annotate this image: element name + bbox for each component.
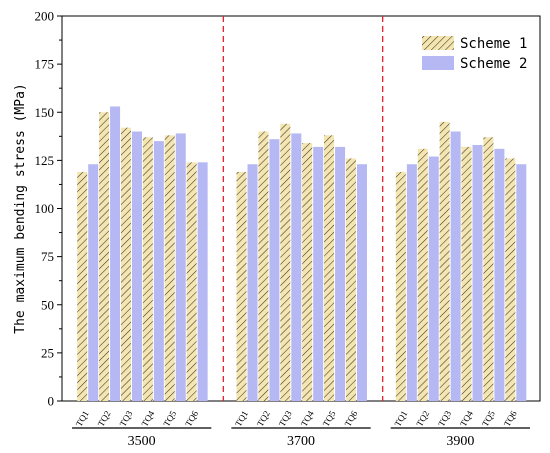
y-tick-label: 175 xyxy=(35,57,55,72)
category-label: TQ6 xyxy=(183,409,200,429)
category-label: TQ1 xyxy=(233,409,250,428)
bar-scheme2-3700-TQ1 xyxy=(247,164,258,401)
bar-scheme1-3700-TQ3 xyxy=(280,123,291,402)
bar-scheme1-3500-TQ4 xyxy=(142,137,153,401)
category-label: TQ2 xyxy=(255,409,272,428)
category-label: TQ4 xyxy=(458,409,475,429)
bar-scheme2-3700-TQ3 xyxy=(291,133,302,402)
category-label: TQ3 xyxy=(118,409,135,429)
bar-scheme2-3700-TQ2 xyxy=(269,139,280,401)
bar-scheme2-3900-TQ2 xyxy=(428,156,439,401)
bar-scheme1-3700-TQ4 xyxy=(302,143,313,402)
bar-scheme2-3900-TQ6 xyxy=(516,164,527,401)
category-label: TQ2 xyxy=(96,409,113,428)
bar-scheme2-3900-TQ1 xyxy=(406,164,417,401)
bar-scheme1-3500-TQ2 xyxy=(99,112,110,401)
y-tick-label: 100 xyxy=(35,201,55,216)
y-axis-title: The maximum bending stress (MPa) xyxy=(13,83,28,333)
y-tick-label: 200 xyxy=(35,9,55,24)
y-tick-label: 0 xyxy=(48,394,55,409)
bar-scheme1-3700-TQ2 xyxy=(258,131,269,401)
y-tick-label: 25 xyxy=(41,345,54,360)
bar-scheme1-3900-TQ4 xyxy=(461,146,472,401)
category-label: TQ5 xyxy=(161,409,178,429)
group-label-3700: 3700 xyxy=(287,434,315,449)
y-tick-label: 125 xyxy=(35,153,55,168)
category-label: TQ2 xyxy=(414,409,431,428)
bar-scheme1-3500-TQ1 xyxy=(77,171,88,401)
bar-scheme2-3700-TQ6 xyxy=(356,164,367,401)
category-label: TQ1 xyxy=(392,409,409,428)
legend-swatch-scheme2 xyxy=(422,56,454,70)
category-label: TQ1 xyxy=(74,409,91,428)
bar-scheme1-3500-TQ3 xyxy=(120,127,131,402)
bar-scheme2-3500-TQ4 xyxy=(153,141,164,401)
group-label-3900: 3900 xyxy=(446,434,474,449)
bar-scheme1-3700-TQ5 xyxy=(324,135,335,401)
group-label-3500: 3500 xyxy=(128,434,156,449)
bar-scheme2-3700-TQ5 xyxy=(335,146,346,401)
bar-scheme1-3500-TQ5 xyxy=(164,135,175,401)
category-label: TQ5 xyxy=(480,409,497,429)
y-tick-label: 50 xyxy=(41,297,54,312)
y-tick-label: 75 xyxy=(41,249,54,264)
bar-scheme2-3900-TQ4 xyxy=(472,144,483,401)
bar-scheme2-3500-TQ1 xyxy=(88,164,99,401)
bar-scheme1-3700-TQ6 xyxy=(345,158,356,401)
bar-scheme2-3700-TQ4 xyxy=(313,146,324,401)
bar-scheme1-3900-TQ2 xyxy=(417,148,428,401)
legend-swatch-scheme1 xyxy=(422,36,454,50)
bar-scheme1-3900-TQ6 xyxy=(505,158,516,401)
bar-scheme2-3900-TQ3 xyxy=(450,131,461,401)
category-label: TQ4 xyxy=(299,409,316,429)
category-label: TQ6 xyxy=(502,409,519,429)
category-label: TQ3 xyxy=(277,409,294,429)
bar-scheme2-3500-TQ2 xyxy=(110,106,121,401)
legend-label-scheme2: Scheme 2 xyxy=(460,56,527,72)
category-label: TQ3 xyxy=(436,409,453,429)
bar-scheme1-3700-TQ1 xyxy=(236,171,247,401)
bar-scheme2-3900-TQ5 xyxy=(494,148,505,401)
bar-scheme2-3500-TQ3 xyxy=(131,131,142,401)
category-label: TQ6 xyxy=(343,409,360,429)
bar-scheme2-3500-TQ6 xyxy=(197,162,208,401)
bar-scheme1-3500-TQ6 xyxy=(186,162,197,401)
bar-scheme2-3500-TQ5 xyxy=(175,133,186,402)
bar-scheme1-3900-TQ1 xyxy=(395,171,406,401)
legend-label-scheme1: Scheme 1 xyxy=(460,36,527,52)
bar-scheme1-3900-TQ5 xyxy=(483,137,494,401)
category-label: TQ5 xyxy=(321,409,338,429)
category-label: TQ4 xyxy=(139,409,156,429)
bar-scheme1-3900-TQ3 xyxy=(439,121,450,401)
y-tick-label: 150 xyxy=(35,105,55,120)
